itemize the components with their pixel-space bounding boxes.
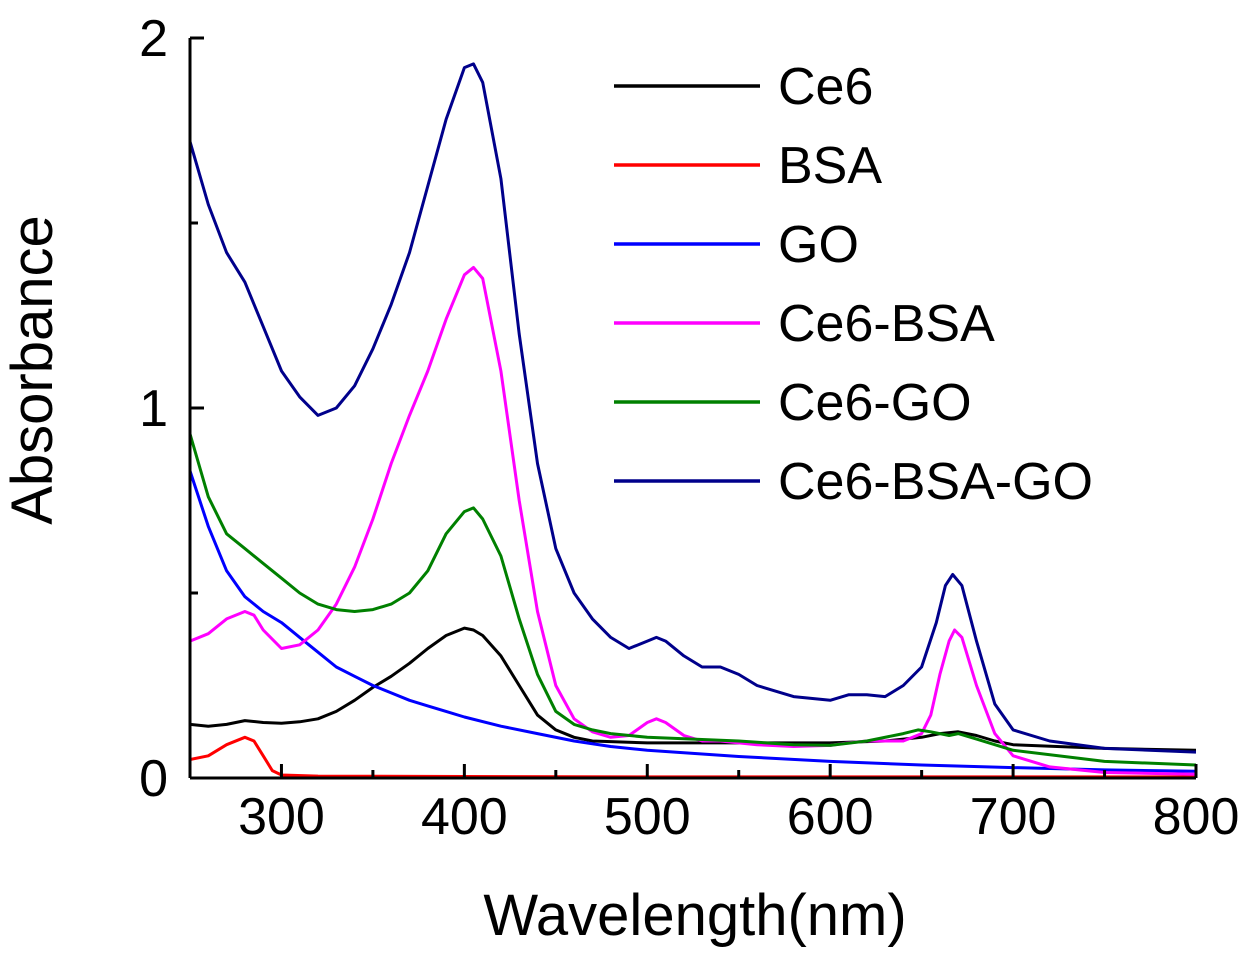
legend-label-go: GO [778,216,859,274]
y-tick-label: 2 [139,10,168,68]
x-tick-label: 500 [604,788,691,846]
x-tick-label: 700 [970,788,1057,846]
y-tick-label: 0 [139,750,168,808]
legend-label-ce6-bsa: Ce6-BSA [778,295,995,353]
series-line-ce6-bsa [190,265,1196,776]
legend-label-ce6-bsa-go: Ce6-BSA-GO [778,453,1093,511]
y-axis-title: Absorbance [0,215,65,525]
x-tick-label: 800 [1153,788,1240,846]
legend-label-ce6-go: Ce6-GO [778,374,972,432]
series-line-go [190,470,1196,773]
series-layer [190,62,1196,778]
series-line-ce6-go [190,433,1196,767]
legend-label-ce6: Ce6 [778,58,873,116]
series-line-ce6-bsa-go [190,62,1196,754]
x-tick-label: 600 [787,788,874,846]
x-tick-label: 300 [238,788,325,846]
y-tick-label: 1 [139,380,168,438]
x-axis-title: Wavelength(nm) [483,883,906,948]
series-line-ce6 [190,626,1196,752]
x-tick-label: 400 [421,788,508,846]
legend-label-bsa: BSA [778,137,882,195]
axes-layer: 300 400 500 600 700 800 0 1 2 [139,10,1239,846]
legend: Ce6 BSA GO Ce6-BSA Ce6-GO Ce6-BSA-GO [614,58,1093,511]
